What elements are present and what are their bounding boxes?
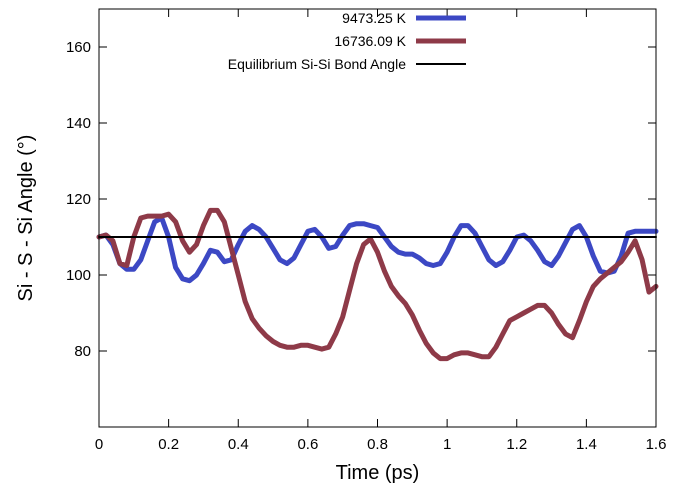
y-axis-title: Si - S - Si Angle (°): [15, 135, 37, 302]
plot-frame: [98, 8, 657, 428]
y-tick-label: 80: [74, 343, 91, 360]
x-tick-label: 0.6: [297, 436, 318, 453]
series-line-0: [96, 215, 659, 284]
x-tick-label: 1: [443, 436, 451, 453]
x-axis-title: Time (ps): [336, 462, 420, 484]
y-tick-label: 100: [66, 267, 91, 284]
legend-label-0: 9473.25 K: [342, 10, 406, 26]
x-tick-label: 1.4: [576, 436, 597, 453]
legend-label-2: Equilibrium Si-Si Bond Angle: [228, 56, 406, 72]
x-tick-label: 0.8: [367, 436, 388, 453]
x-tick-label: 1.6: [646, 436, 667, 453]
legend: 9473.25 K 16736.09 K Equilibrium Si-Si Bon…: [228, 10, 466, 72]
x-tick-label: 0.4: [228, 436, 249, 453]
x-tick-label: 1.2: [506, 436, 527, 453]
x-tick-label: 0: [95, 436, 103, 453]
legend-label-1: 16736.09 K: [334, 33, 406, 49]
plot-area: [96, 207, 659, 362]
y-tick-label: 120: [66, 191, 91, 208]
y-tick-label: 140: [66, 115, 91, 132]
x-tick-label: 0.2: [158, 436, 179, 453]
series-line-1: [96, 207, 659, 362]
tick-labels: 0 0.2 0.4 0.6 0.8 1 1.2 1.4 1.6 80 100 120 140 160: [66, 39, 666, 453]
y-tick-label: 160: [66, 39, 91, 56]
